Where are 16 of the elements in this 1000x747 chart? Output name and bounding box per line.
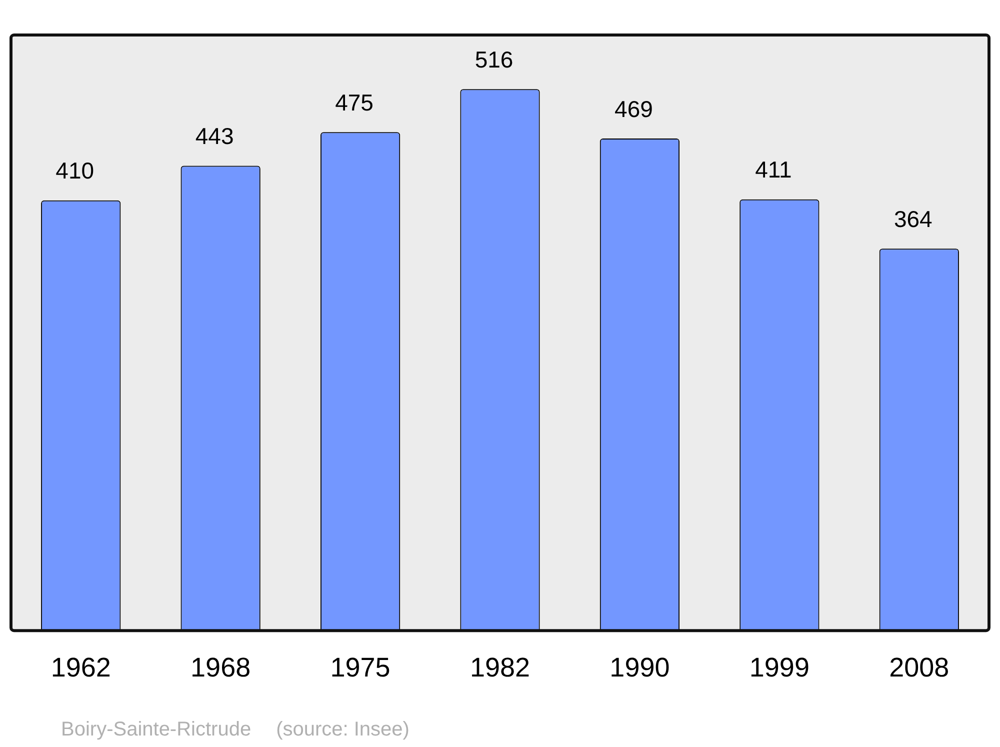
text: Boiry-Sainte-Rictrude (61, 718, 252, 741)
x-tick-label: 1990 (610, 652, 670, 682)
x-tick-label: 2008 (889, 652, 950, 682)
data-label: 516 (474, 46, 514, 72)
x-tick-label: 1999 (749, 652, 810, 682)
data-label: 469 (614, 96, 653, 122)
data-label: 410 (56, 158, 94, 184)
x-tick-label: 1975 (330, 652, 390, 682)
data-label: 475 (335, 90, 374, 116)
data-label: 364 (894, 206, 933, 232)
x-tick-label: 1968 (190, 652, 251, 682)
data-label: 411 (755, 156, 792, 183)
text: (source: Insee) (276, 718, 410, 741)
x-tick-label: 1962 (50, 652, 111, 682)
data-label: 443 (195, 123, 234, 150)
x-tick-label: 1982 (470, 652, 530, 682)
